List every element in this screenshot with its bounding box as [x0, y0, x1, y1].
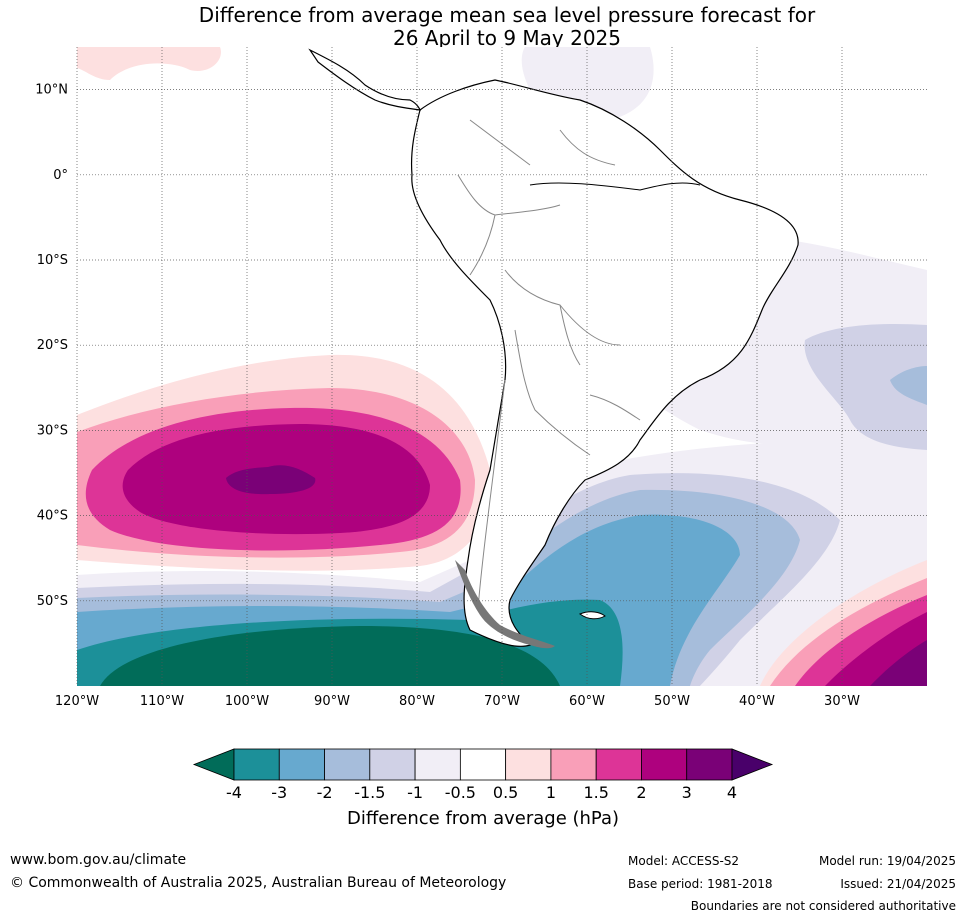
country-borders	[457, 119, 641, 611]
latitude-label: 20°S	[37, 338, 68, 353]
longitude-label: 110°W	[140, 694, 184, 709]
central-america-land	[308, 48, 421, 111]
colorbar-swatches	[192, 748, 774, 781]
map-panel: 10°N 0° 10°S 20°S 30°S 40°S 50°S 120°W 110°W 100…	[35, 47, 927, 709]
map-title: Difference from average mean sea level p…	[0, 4, 965, 50]
colorbar-tick-label: 2	[636, 783, 646, 802]
anomaly-se-3	[870, 640, 927, 686]
colorbar-max-arrow	[731, 748, 774, 781]
colorbar: -4 -3 -2 -1.5 -1 -0.5 0.5 1 1.5 2 3 4 Difference fr…	[0, 740, 965, 840]
anomaly-north-pos	[77, 47, 221, 80]
footer-model: Model: ACCESS-S2	[628, 854, 740, 868]
colorbar-swatch	[595, 748, 642, 781]
pressure-anomaly-fields	[77, 47, 927, 686]
colorbar-tick-label: 4	[727, 783, 737, 802]
south-america-land	[410, 79, 799, 647]
anomaly-atlantic-neg15	[890, 366, 927, 405]
colorbar-swatch	[324, 748, 371, 781]
anomaly-high-3	[226, 465, 316, 495]
tierra-del-fuego	[455, 560, 555, 649]
colorbar-tick-label: -4	[226, 783, 242, 802]
colorbar-swatch	[369, 748, 416, 781]
colorbar-min-arrow	[192, 748, 235, 781]
falkland-islands	[578, 611, 606, 620]
footer-copyright: © Commonwealth of Australia 2025, Austra…	[10, 875, 507, 891]
latitude-label: 50°S	[37, 594, 68, 609]
longitude-label: 90°W	[314, 694, 350, 709]
colorbar-tick-label: -0.5	[445, 783, 476, 802]
colorbar-tick-label: -3	[271, 783, 287, 802]
colorbar-tick-label: -1	[407, 783, 423, 802]
colorbar-swatch	[641, 748, 688, 781]
graticule	[76, 47, 927, 686]
colorbar-tick-label: 3	[682, 783, 692, 802]
colorbar-swatch	[278, 748, 325, 781]
longitude-label: 80°W	[399, 694, 435, 709]
amazon-river	[529, 182, 701, 191]
longitude-label: 30°W	[824, 694, 860, 709]
longitude-label: 120°W	[55, 694, 99, 709]
latitude-labels: 10°N 0° 10°S 20°S 30°S 40°S 50°S	[35, 83, 68, 609]
longitude-label: 40°W	[739, 694, 775, 709]
anomaly-band-neg4	[100, 626, 560, 686]
colorbar-tick-label: -2	[317, 783, 333, 802]
latitude-label: 0°	[53, 168, 68, 183]
colorbar-tick-label: 0.5	[493, 783, 518, 802]
footer-issued: Issued: 21/04/2025	[840, 877, 956, 891]
longitude-label: 60°W	[569, 694, 605, 709]
longitude-label: 70°W	[484, 694, 520, 709]
colorbar-swatch	[414, 748, 461, 781]
longitude-label: 50°W	[654, 694, 690, 709]
footer-model-run: Model run: 19/04/2025	[818, 854, 956, 868]
title-line-2: 26 April to 9 May 2025	[393, 26, 621, 50]
anomaly-atlantic-neg1	[804, 323, 927, 450]
footer-boundaries-note: Boundaries are not considered authoritat…	[690, 899, 956, 913]
footer-url: www.bom.gov.au/climate	[10, 852, 187, 868]
longitude-labels: 120°W 110°W 100°W 90°W 80°W 70°W 60°W 50°W 40°W 3…	[55, 694, 860, 709]
colorbar-title: Difference from average (hPa)	[347, 808, 619, 829]
colorbar-tick-label: 1	[546, 783, 556, 802]
colorbar-tick-label: -1.5	[354, 783, 385, 802]
colorbar-swatch	[459, 748, 507, 781]
footer-base-period: Base period: 1981-2018	[628, 877, 773, 891]
colorbar-swatch	[233, 748, 280, 781]
latitude-label: 30°S	[37, 423, 68, 438]
colorbar-tick-label: 1.5	[583, 783, 608, 802]
colorbar-swatch	[686, 748, 733, 781]
latitude-label: 10°N	[35, 83, 68, 98]
longitude-label: 100°W	[225, 694, 269, 709]
colorbar-tick-labels: -4 -3 -2 -1.5 -1 -0.5 0.5 1 1.5 2 3 4	[226, 783, 737, 802]
colorbar-swatch	[550, 748, 597, 781]
latitude-label: 10°S	[37, 253, 68, 268]
latitude-label: 40°S	[37, 509, 68, 524]
colorbar-swatch	[505, 748, 552, 781]
title-line-1: Difference from average mean sea level p…	[198, 3, 816, 27]
